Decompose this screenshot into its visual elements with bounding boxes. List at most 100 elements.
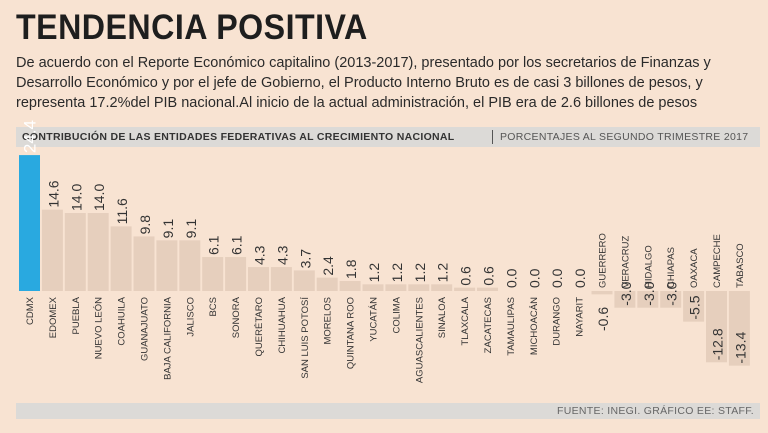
category-label-24: NAYARIT <box>575 297 586 337</box>
category-label-13: MORELOS <box>323 297 334 345</box>
value-label-30: -12.8 <box>710 328 726 360</box>
bar-2 <box>64 213 86 291</box>
bar-6 <box>156 240 178 291</box>
category-label-0: CDMX <box>25 296 36 325</box>
value-label-2: 14.0 <box>68 184 84 211</box>
category-label-21: TAMAULIPAS <box>506 297 517 356</box>
bar-3 <box>87 213 109 291</box>
bar-25 <box>591 291 613 295</box>
category-label-30: CAMPECHE <box>712 234 723 288</box>
bar-4 <box>110 226 132 291</box>
value-label-9: 6.1 <box>229 235 245 255</box>
bar-9 <box>225 257 247 291</box>
category-label-2: PUEBLA <box>71 296 82 334</box>
description: De acuerdo con el Reporte Económico capi… <box>16 55 711 111</box>
value-label-26: -3.0 <box>618 281 634 305</box>
page-title: TENDENCIA POSITIVA <box>16 8 368 47</box>
value-label-27: -3.0 <box>641 281 657 305</box>
category-label-25: GUERRERO <box>598 233 609 288</box>
bar-18 <box>431 284 453 291</box>
bar-30 <box>706 291 727 363</box>
band-separator <box>492 130 493 144</box>
bar-19 <box>454 287 476 291</box>
category-label-28: CHIAPAS <box>666 247 677 288</box>
category-label-18: SINALOA <box>437 296 448 338</box>
value-label-31: -13.4 <box>732 332 748 364</box>
value-label-22: 0.0 <box>526 268 542 288</box>
category-label-7: JALISCO <box>185 297 196 337</box>
category-label-14: QUINTANA ROO <box>346 297 357 369</box>
bar-20 <box>477 287 498 291</box>
value-label-4: 11.6 <box>114 198 130 224</box>
value-label-17: 1.2 <box>412 263 428 283</box>
category-label-1: EDOMEX <box>48 296 59 338</box>
bar-16 <box>385 284 407 291</box>
category-label-3: NUEVO LEÓN <box>94 297 105 359</box>
bar-15 <box>362 284 384 291</box>
value-label-1: 14.6 <box>45 180 61 207</box>
category-label-22: MICHOACÁN <box>529 297 540 355</box>
value-label-8: 6.1 <box>206 235 222 255</box>
bar-28 <box>660 291 682 308</box>
category-label-9: SONORA <box>231 296 242 338</box>
category-label-4: COAHUILA <box>117 296 128 345</box>
value-label-25: -0.6 <box>595 307 611 331</box>
bar-12 <box>293 270 315 291</box>
value-label-16: 1.2 <box>389 263 405 283</box>
source-note: FUENTE: INEGI. GRÁFICO EE: STAFF. <box>557 405 754 417</box>
bar-5 <box>133 236 155 291</box>
bar-13 <box>316 277 338 291</box>
bar-26 <box>614 291 636 308</box>
bar-0 <box>19 155 40 291</box>
category-label-27: HIDALGO <box>643 245 654 288</box>
category-label-6: BAJA CALIFORNIA <box>162 296 173 380</box>
bar-8 <box>202 257 224 291</box>
chart-title-band: CONTRIBUCIÓN DE LAS ENTIDADES FEDERATIVA… <box>16 127 760 147</box>
bar-29 <box>683 291 705 322</box>
category-label-19: TLAXCALA <box>460 296 471 345</box>
value-label-13: 2.4 <box>320 256 336 276</box>
value-label-7: 9.1 <box>183 219 199 239</box>
category-label-10: QUERÉTARO <box>254 297 265 356</box>
category-label-5: GUANAJUATO <box>140 297 151 361</box>
value-label-23: 0.0 <box>549 268 565 288</box>
value-label-20: 0.6 <box>481 266 497 286</box>
category-label-15: YUCATÁN <box>369 297 380 342</box>
chart-subtitle: PORCENTAJES AL SEGUNDO TRIMESTRE 2017 <box>500 131 749 143</box>
value-label-29: -5.5 <box>687 295 703 319</box>
bar-7 <box>179 240 201 291</box>
value-label-11: 4.3 <box>274 245 290 265</box>
bar-17 <box>408 284 430 291</box>
category-label-29: OAXACA <box>689 248 700 288</box>
value-label-0: 24.4 <box>21 120 40 153</box>
category-label-23: DURANGO <box>552 297 563 346</box>
bar-10 <box>248 267 269 291</box>
bar-1 <box>41 209 63 291</box>
chart-title: CONTRIBUCIÓN DE LAS ENTIDADES FEDERATIVA… <box>22 131 455 143</box>
value-label-28: -3.0 <box>664 281 680 305</box>
bar-27 <box>637 291 659 308</box>
category-label-17: AGUASCALIENTES <box>414 297 425 383</box>
value-label-14: 1.8 <box>343 259 359 279</box>
value-label-6: 9.1 <box>160 219 176 239</box>
source-band: FUENTE: INEGI. GRÁFICO EE: STAFF. <box>16 403 760 419</box>
value-label-15: 1.2 <box>366 263 382 283</box>
value-label-18: 1.2 <box>435 263 451 283</box>
category-label-12: SAN LUIS POTOSÍ <box>300 297 311 379</box>
value-label-24: 0.0 <box>572 268 588 288</box>
value-label-21: 0.0 <box>503 268 519 288</box>
category-label-20: ZACATECAS <box>483 297 494 353</box>
category-label-31: TABASCO <box>735 243 746 288</box>
category-label-11: CHIHUAHUA <box>277 296 288 353</box>
value-label-10: 4.3 <box>252 245 268 265</box>
category-label-16: COLIMA <box>391 296 402 333</box>
bar-31 <box>728 291 750 366</box>
value-label-19: 0.6 <box>458 266 474 286</box>
bar-14 <box>339 280 361 291</box>
category-label-26: VERACRUZ <box>620 236 631 288</box>
value-label-5: 9.8 <box>137 215 153 235</box>
value-label-3: 14.0 <box>91 184 107 211</box>
value-label-12: 3.7 <box>297 249 313 269</box>
bar-11 <box>270 267 292 291</box>
